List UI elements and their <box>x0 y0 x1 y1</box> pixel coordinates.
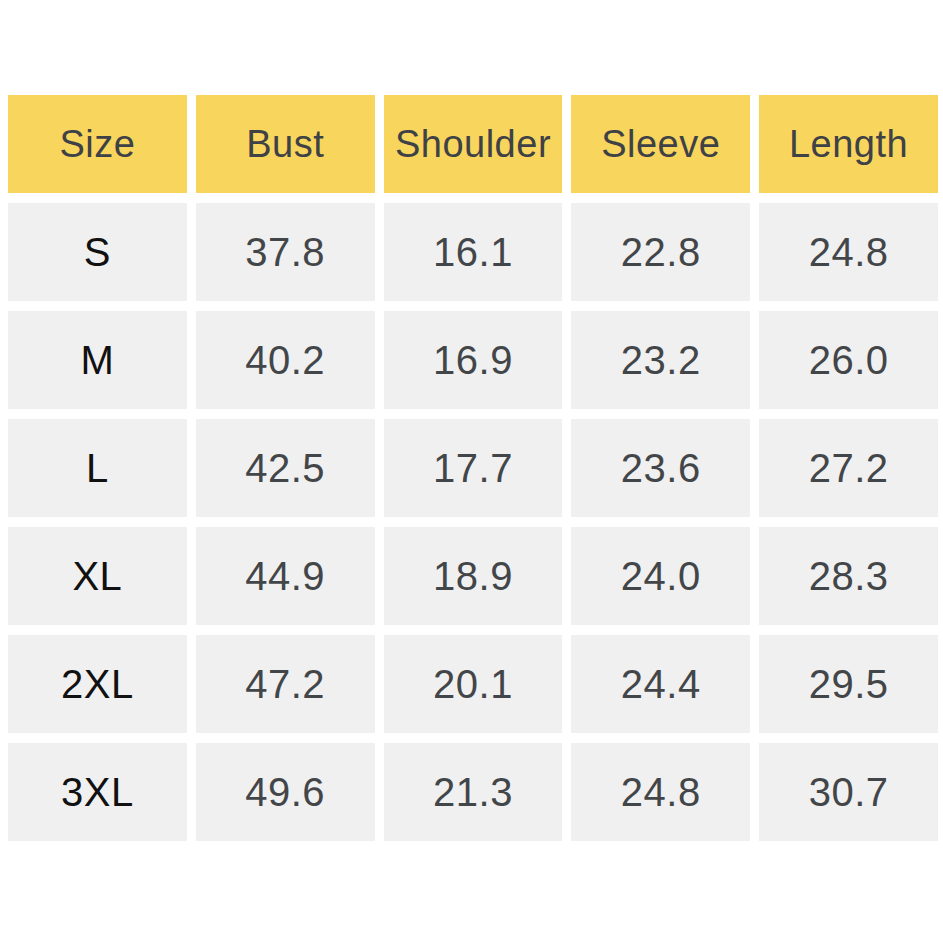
value-cell: 24.4 <box>571 635 750 733</box>
value-cell: 16.1 <box>384 203 563 301</box>
value-cell: 20.1 <box>384 635 563 733</box>
value-cell: 37.8 <box>196 203 375 301</box>
column-header-sleeve: Sleeve <box>571 95 750 193</box>
value-cell: 23.2 <box>571 311 750 409</box>
value-cell: 24.0 <box>571 527 750 625</box>
size-chart-table: SizeBustShoulderSleeveLength S37.816.122.… <box>8 95 938 841</box>
value-cell: 24.8 <box>571 743 750 841</box>
value-cell: 42.5 <box>196 419 375 517</box>
value-cell: 47.2 <box>196 635 375 733</box>
value-cell: 30.7 <box>759 743 938 841</box>
value-cell: 44.9 <box>196 527 375 625</box>
value-cell: 23.6 <box>571 419 750 517</box>
column-header-size: Size <box>8 95 187 193</box>
value-cell: 27.2 <box>759 419 938 517</box>
value-cell: 26.0 <box>759 311 938 409</box>
value-cell: 49.6 <box>196 743 375 841</box>
value-cell: 40.2 <box>196 311 375 409</box>
value-cell: 17.7 <box>384 419 563 517</box>
value-cell: 24.8 <box>759 203 938 301</box>
size-cell: 2XL <box>8 635 187 733</box>
size-cell: M <box>8 311 187 409</box>
size-cell: 3XL <box>8 743 187 841</box>
size-cell: L <box>8 419 187 517</box>
column-header-shoulder: Shoulder <box>384 95 563 193</box>
value-cell: 21.3 <box>384 743 563 841</box>
value-cell: 29.5 <box>759 635 938 733</box>
value-cell: 28.3 <box>759 527 938 625</box>
value-cell: 18.9 <box>384 527 563 625</box>
value-cell: 22.8 <box>571 203 750 301</box>
column-header-bust: Bust <box>196 95 375 193</box>
value-cell: 16.9 <box>384 311 563 409</box>
column-header-length: Length <box>759 95 938 193</box>
size-cell: XL <box>8 527 187 625</box>
size-cell: S <box>8 203 187 301</box>
